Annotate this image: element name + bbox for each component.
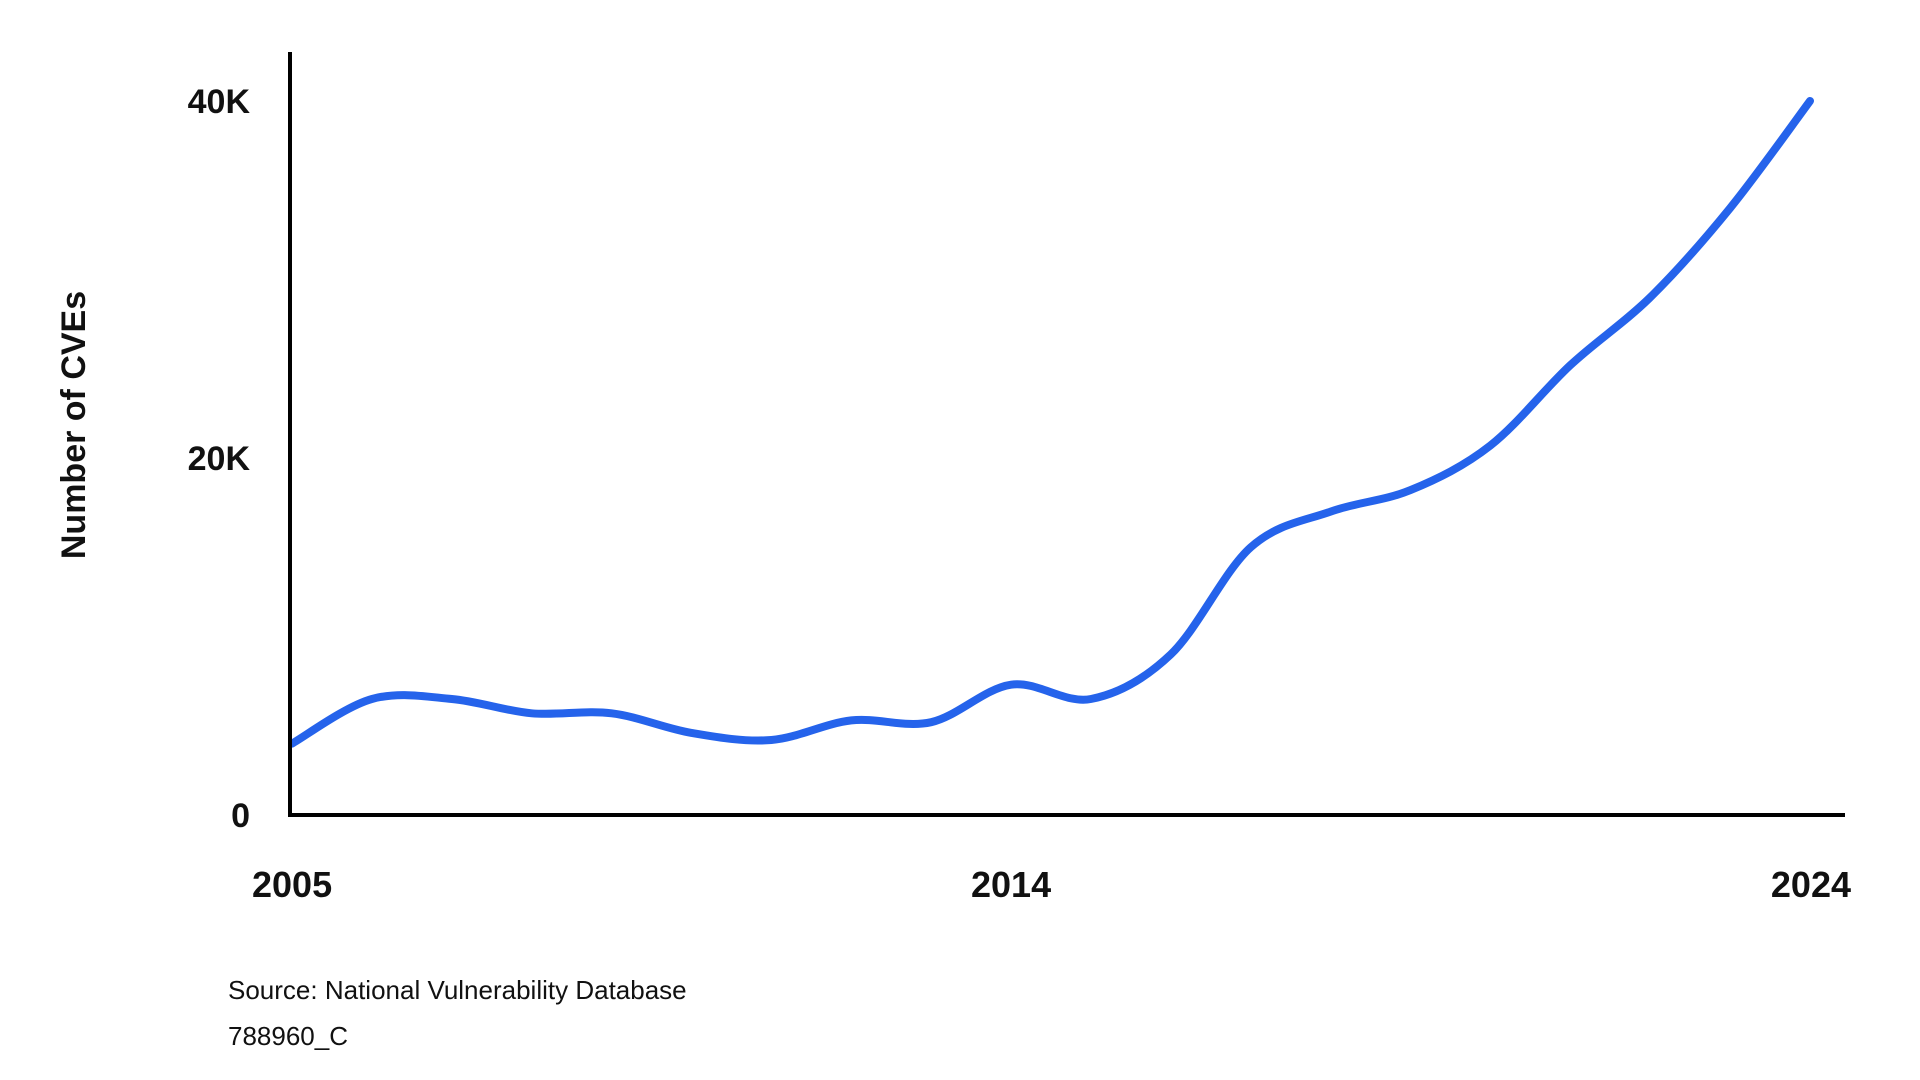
y-tick-label: 0 [231,797,250,835]
y-tick-label: 20K [188,440,251,478]
x-tick-label: 2005 [252,864,332,905]
y-tick-label: 40K [188,83,251,121]
x-tick-label: 2024 [1771,864,1851,905]
y-axis-title: Number of CVEs [55,291,93,559]
figure-id: 788960_C [228,1021,348,1051]
y-axis-tick-labels: 0 20K 40K [188,83,251,835]
x-axis-tick-labels: 2005 2014 2024 [252,864,1851,905]
source-note: Source: National Vulnerability Database [228,975,687,1005]
x-tick-label: 2014 [971,864,1051,905]
series-line [288,97,1814,748]
